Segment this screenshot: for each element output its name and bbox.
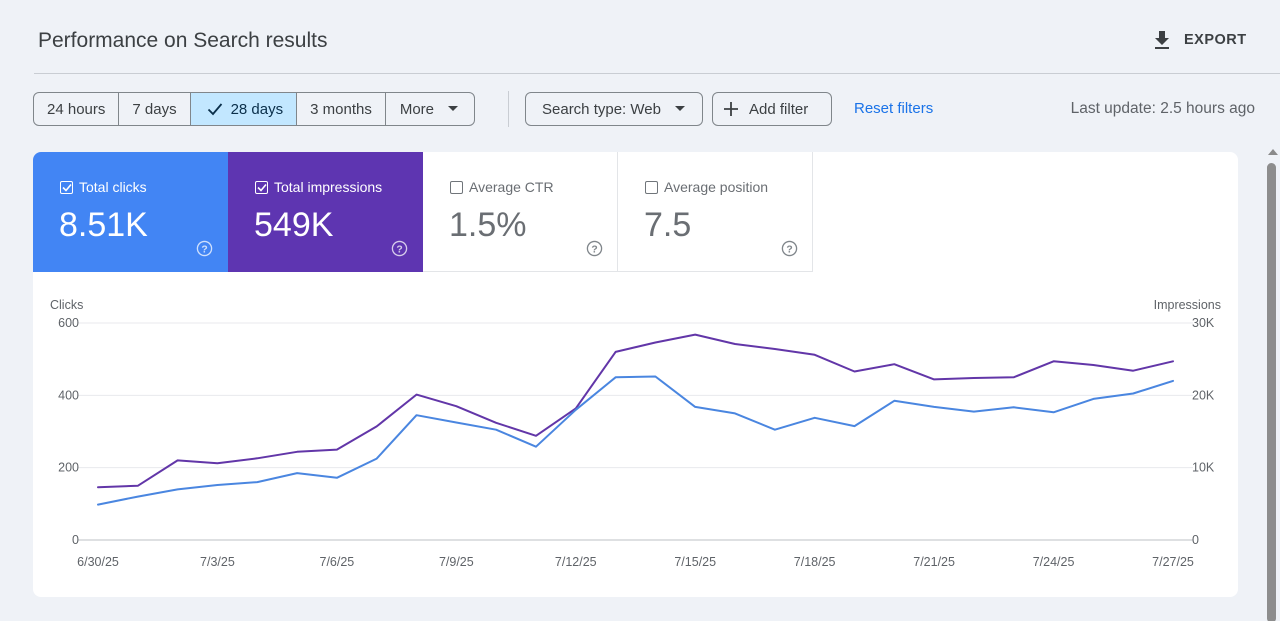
svg-text:?: ? [396, 244, 402, 255]
date-range-selector: 24 hours 7 days 28 days 3 months More [33, 92, 476, 126]
export-label: EXPORT [1184, 32, 1247, 48]
checkbox-unchecked-icon[interactable] [450, 180, 463, 194]
impressions-series-line [97, 333, 1174, 489]
export-button[interactable]: EXPORT [1152, 26, 1247, 54]
help-icon[interactable]: ? [781, 240, 798, 257]
metric-label: Average CTR [469, 179, 554, 195]
checkbox-unchecked-icon[interactable] [645, 180, 658, 194]
range-24-hours[interactable]: 24 hours [34, 93, 120, 125]
x-tick-label: 7/24/25 [1033, 555, 1075, 569]
range-28-days[interactable]: 28 days [190, 93, 298, 125]
scroll-up-arrow-icon[interactable] [1268, 149, 1278, 155]
reset-filters-link[interactable]: Reset filters [854, 100, 934, 117]
metric-label-row: Total clicks [60, 179, 147, 195]
page-title: Performance on Search results [38, 29, 328, 52]
metric-label-row: Average CTR [450, 179, 554, 195]
add-filter-label: Add filter [749, 100, 809, 118]
y-right-tick-label: 30K [1192, 316, 1215, 330]
help-icon[interactable]: ? [196, 240, 213, 257]
y-left-tick-label: 200 [58, 461, 79, 475]
y-left-tick-label: 0 [72, 533, 79, 547]
caret-down-icon [448, 106, 459, 111]
range-7-days[interactable]: 7 days [119, 93, 191, 125]
range-3-months[interactable]: 3 months [297, 93, 386, 125]
metric-label: Average position [664, 179, 769, 195]
svg-text:?: ? [786, 244, 792, 255]
x-tick-label: 7/18/25 [794, 555, 836, 569]
metric-average-ctr[interactable]: Average CTR 1.5% ? [423, 152, 618, 272]
last-update-text: Last update: 2.5 hours ago [1070, 100, 1255, 117]
range-label: 24 hours [47, 100, 106, 118]
metric-total-clicks[interactable]: Total clicks 8.51K ? [33, 152, 228, 272]
metric-value: 1.5% [449, 206, 527, 244]
download-icon [1155, 31, 1169, 49]
svg-text:?: ? [201, 244, 207, 255]
y-right-tick-label: 10K [1192, 461, 1215, 475]
range-more-dropdown[interactable]: More [386, 93, 474, 125]
scroll-thumb[interactable] [1267, 163, 1276, 621]
y-right-axis-label: Impressions [1154, 298, 1221, 312]
x-tick-label: 6/30/25 [77, 555, 119, 569]
x-tick-label: 7/6/25 [320, 555, 355, 569]
y-right-tick-label: 0 [1192, 533, 1199, 547]
y-left-axis-label: Clicks [50, 298, 83, 312]
svg-text:?: ? [591, 244, 597, 255]
range-label: More [399, 100, 435, 118]
header-divider [34, 73, 1280, 74]
page-scrollbar[interactable] [1264, 146, 1280, 621]
metric-label-row: Total impressions [255, 179, 382, 195]
x-tick-label: 7/3/25 [200, 555, 235, 569]
metric-total-impressions[interactable]: Total impressions 549K ? [228, 152, 423, 272]
metric-average-position[interactable]: Average position 7.5 ? [618, 152, 813, 272]
performance-chart: 0 0 200 10K 400 20K 600 30K Clicks Impressions 6/3… [50, 298, 1221, 569]
page-header: Performance on Search results EXPORT [0, 0, 1280, 74]
x-tick-label: 7/21/25 [913, 555, 955, 569]
caret-down-icon [674, 106, 685, 111]
metric-value: 8.51K [59, 206, 148, 244]
checkbox-checked-icon[interactable] [255, 180, 268, 194]
search-type-dropdown[interactable]: Search type: Web [525, 92, 703, 126]
x-tick-label: 7/12/25 [555, 555, 597, 569]
metric-label-row: Average position [645, 179, 768, 195]
metric-value: 549K [254, 206, 334, 244]
x-tick-label: 7/27/25 [1152, 555, 1194, 569]
y-left-tick-label: 400 [58, 388, 79, 402]
help-icon[interactable]: ? [391, 240, 408, 257]
metric-label: Total impressions [274, 179, 383, 195]
range-label: 3 months [310, 100, 372, 118]
search-type-label: Search type: Web [542, 100, 661, 118]
metric-value: 7.5 [644, 206, 692, 244]
clicks-series-line [97, 375, 1174, 506]
y-left-tick-label: 600 [58, 316, 79, 330]
add-filter-button[interactable]: Add filter [712, 92, 832, 126]
range-label: 28 days [230, 100, 284, 118]
range-label: 7 days [132, 100, 177, 118]
y-right-tick-label: 20K [1192, 388, 1215, 402]
check-icon [207, 103, 222, 116]
help-icon[interactable]: ? [586, 240, 603, 257]
performance-card: Total clicks 8.51K ? Total impressions 5… [33, 152, 1238, 597]
checkbox-checked-icon[interactable] [60, 180, 73, 194]
plus-icon [724, 102, 738, 116]
x-tick-label: 7/15/25 [674, 555, 716, 569]
metric-label: Total clicks [79, 179, 147, 195]
x-tick-label: 7/9/25 [439, 555, 474, 569]
filter-separator [508, 91, 509, 127]
